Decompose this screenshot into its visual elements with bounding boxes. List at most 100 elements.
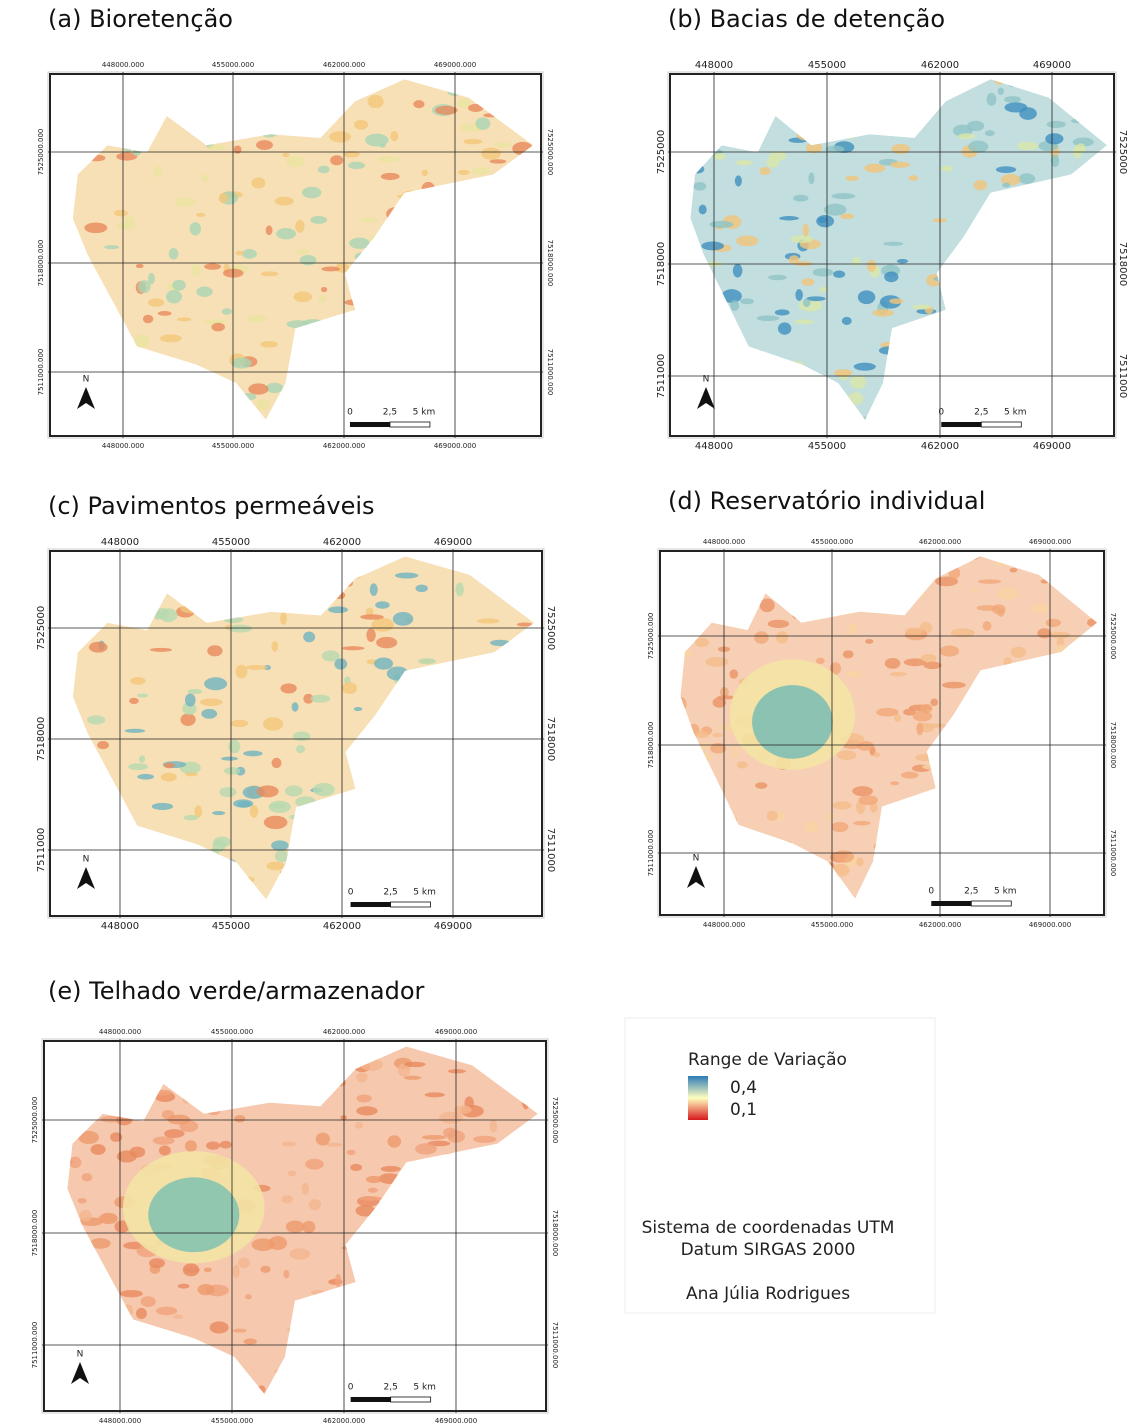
region-patch: [475, 117, 490, 130]
region-patch: [376, 637, 397, 648]
region-patch: [177, 317, 191, 321]
region-patch: [713, 153, 726, 160]
coord-label-right: 7511000.000: [1109, 830, 1117, 877]
region-patch: [233, 1265, 240, 1279]
region-patch: [926, 724, 947, 728]
region-patch: [356, 1072, 367, 1082]
region-patch: [290, 1248, 311, 1259]
region-patch: [1032, 604, 1049, 613]
region-patch: [117, 223, 136, 230]
region-patch: [166, 290, 182, 303]
region-patch: [864, 164, 885, 173]
coord-label-right: 7518000.000: [546, 240, 554, 287]
coord-label-right: 7525000.000: [546, 129, 554, 176]
coord-label-left: 7525000.000: [31, 1097, 39, 1144]
region-patch: [136, 1308, 147, 1319]
scale-label: 0: [348, 888, 354, 898]
region-patch: [808, 172, 814, 184]
region-patch: [159, 1145, 171, 1155]
region-patch: [318, 166, 330, 174]
region-patch: [769, 151, 786, 161]
region-patch: [940, 646, 959, 657]
region-patch: [261, 271, 279, 276]
region-patch: [294, 291, 312, 302]
region-patch: [958, 133, 975, 139]
region-patch: [974, 180, 988, 190]
region-patch: [160, 334, 182, 342]
region-patch: [858, 290, 875, 304]
region-patch: [872, 309, 893, 316]
region-patch: [890, 781, 899, 785]
region-patch: [130, 677, 146, 685]
region-patch: [355, 1122, 363, 1129]
scale-label: 5 km: [1004, 408, 1027, 418]
region-patch: [266, 383, 283, 393]
scale-label: 0: [347, 408, 353, 418]
region-patch: [481, 147, 501, 159]
note: Ana Júlia Rodrigues: [686, 1284, 850, 1304]
region-patch: [300, 255, 317, 265]
region-patch: [852, 786, 873, 796]
region-patch: [129, 698, 139, 704]
scale-label: 2,5: [974, 408, 988, 418]
region-patch: [1004, 96, 1021, 103]
region-patch: [740, 298, 754, 304]
region-patch: [897, 259, 908, 263]
region-patch: [767, 811, 778, 821]
region-patch: [731, 745, 739, 758]
coord-label-bottom: 455000.000: [811, 921, 853, 929]
region-patch: [941, 165, 952, 171]
region-patch: [190, 222, 201, 235]
region-patch: [901, 772, 918, 779]
region-patch: [271, 840, 288, 850]
coord-label-bottom: 469000.000: [434, 442, 476, 450]
region-patch: [890, 162, 910, 168]
region-patch: [219, 193, 229, 203]
scale-bar: [941, 422, 981, 427]
region-patch: [137, 774, 154, 780]
region-patch: [354, 120, 368, 130]
map-panel: (a) Bioretenção448000.000448000.00045500…: [37, 5, 554, 450]
region-patch: [923, 662, 941, 670]
coord-label-left: 7511000.000: [31, 1322, 39, 1369]
region-patch: [172, 280, 186, 291]
region-patch: [178, 1284, 190, 1289]
region-patch: [137, 693, 148, 697]
region-patch: [296, 745, 305, 753]
region-patch: [288, 1170, 297, 1176]
coord-label-right: 7511000.000: [551, 1322, 559, 1369]
region-patch: [219, 787, 236, 797]
coord-label-left: 7525000.000: [647, 613, 655, 660]
region-patch: [831, 822, 848, 832]
region-patch: [455, 582, 464, 596]
region-patch: [204, 263, 221, 269]
coord-label-left: 7518000.000: [37, 240, 45, 287]
coord-label-top: 455000.000: [211, 1028, 253, 1036]
coord-label-right: 7518000: [545, 717, 556, 762]
coord-label-left: 7511000.000: [37, 349, 45, 396]
region-patch: [334, 658, 347, 669]
region-patch: [709, 221, 733, 228]
region-patch: [775, 309, 790, 315]
region-patch: [779, 216, 799, 220]
region-patch: [395, 572, 419, 578]
region-patch: [169, 248, 179, 259]
coord-label-bottom: 469000: [1033, 441, 1071, 452]
region-patch: [816, 215, 834, 227]
region-patch: [221, 757, 238, 761]
region-patch: [471, 167, 489, 175]
scale-label: 5 km: [994, 887, 1017, 897]
region-patch: [256, 399, 270, 410]
region-patch: [1050, 632, 1071, 639]
coord-label-top: 469000.000: [434, 61, 476, 69]
coord-label-bottom: 455000.000: [211, 1417, 253, 1425]
region-patch: [303, 632, 315, 643]
region-patch: [149, 1258, 165, 1268]
region-patch: [693, 182, 706, 191]
region-patch: [404, 1076, 422, 1080]
region-patch: [286, 1221, 305, 1233]
region-patch: [89, 642, 108, 653]
coord-label-bottom: 455000.000: [212, 442, 254, 450]
region-patch: [264, 816, 288, 829]
region-core: [148, 1177, 239, 1252]
